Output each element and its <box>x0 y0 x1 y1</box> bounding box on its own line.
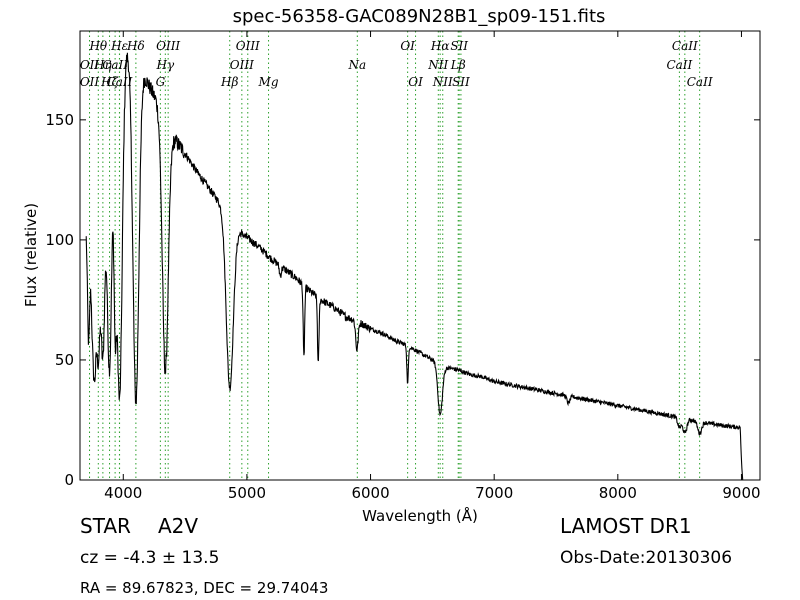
x-tick-label-5: 9000 <box>722 484 760 502</box>
line-label-22: SII <box>450 39 468 53</box>
line-label-4: Hζ <box>100 75 119 89</box>
spectral-line-markers <box>89 31 701 480</box>
y-tick-label-3: 150 <box>45 111 74 129</box>
line-label-2: OII <box>80 75 100 89</box>
line-label-5: CaII <box>102 58 128 72</box>
line-label-17: OI <box>400 39 415 53</box>
line-label-15: Mg <box>258 75 279 89</box>
line-label-26: CaII <box>666 58 692 72</box>
line-label-3: Hη <box>93 58 112 72</box>
y-tick-label-0: 0 <box>64 471 74 489</box>
line-label-11: G <box>156 75 166 89</box>
x-axis-ticks: 4000 5000 6000 7000 8000 9000 <box>104 31 761 502</box>
object-subclass: A2V <box>158 514 199 538</box>
line-label-27: CaII <box>687 75 713 89</box>
plot-frame <box>79 30 761 481</box>
line-label-16: Na <box>347 58 366 72</box>
line-label-23: Lβ <box>450 58 466 72</box>
line-label-0: Hθ <box>88 39 107 53</box>
line-label-14: Hβ <box>220 75 238 89</box>
line-label-7: Hε <box>110 39 128 53</box>
line-label-24: SII <box>452 75 470 89</box>
x-axis-label: Wavelength (Å) <box>362 506 478 525</box>
survey-name: LAMOST DR1 <box>560 514 692 538</box>
chart-title: spec-56358-GAC089N28B1_sp09-151.fits <box>233 6 606 27</box>
line-label-18: OI <box>408 75 423 89</box>
line-label-25: CaII <box>672 39 698 53</box>
line-label-6: CaII <box>107 75 133 89</box>
line-label-20: NII <box>427 58 448 72</box>
line-label-1: OII <box>80 58 100 72</box>
line-label-19: Hα <box>430 39 450 53</box>
redshift-cz: cz = -4.3 ± 13.5 <box>80 548 220 568</box>
line-label-21: NII <box>432 75 453 89</box>
observation-date: Obs-Date:20130306 <box>560 548 733 568</box>
x-tick-label-3: 7000 <box>475 484 513 502</box>
y-tick-label-2: 100 <box>45 231 74 249</box>
y-tick-label-1: 50 <box>55 351 74 369</box>
line-label-8: Hδ <box>126 39 145 53</box>
line-label-10: Hγ <box>155 58 174 72</box>
line-label-13: OIII <box>230 58 254 72</box>
line-label-12: OIII <box>236 39 260 53</box>
x-tick-label-0: 4000 <box>104 484 142 502</box>
ra-dec-coordinates: RA = 89.67823, DEC = 29.74043 <box>80 579 329 597</box>
x-tick-label-2: 6000 <box>351 484 389 502</box>
spectrum-line <box>85 52 744 481</box>
x-tick-label-4: 8000 <box>599 484 637 502</box>
y-axis-label: Flux (relative) <box>22 203 40 307</box>
object-class: STAR <box>80 514 131 538</box>
x-tick-label-1: 5000 <box>228 484 266 502</box>
y-axis-ticks: 0 50 100 150 <box>45 111 760 489</box>
line-label-9: OIII <box>156 39 180 53</box>
